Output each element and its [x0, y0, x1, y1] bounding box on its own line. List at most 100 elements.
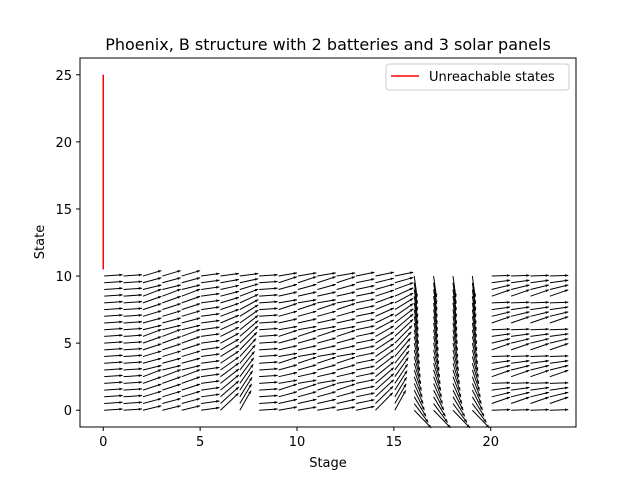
field-arrow [452, 403, 468, 423]
field-arrow [394, 313, 414, 331]
field-arrow [317, 356, 336, 364]
field-arrow-head [216, 359, 220, 363]
field-arrow-head [177, 357, 181, 361]
field-arrow-head [157, 317, 162, 321]
field-arrow-head [119, 320, 123, 324]
field-arrow-head [405, 351, 409, 355]
field-arrow-head [403, 377, 407, 381]
field-arrow-head [274, 300, 278, 304]
field-arrow [433, 289, 438, 311]
field-arrow-head [293, 356, 297, 360]
field-arrow-head [235, 393, 239, 397]
field-arrow-head [254, 304, 259, 308]
field-arrow [433, 343, 440, 365]
field-arrow [375, 343, 395, 357]
field-arrow [142, 369, 162, 378]
field-arrow-head [406, 344, 410, 349]
field-arrow-head [526, 284, 530, 288]
field-arrow-head [564, 332, 569, 336]
field-arrow [394, 282, 414, 290]
field-arrow-head [526, 381, 530, 385]
field-arrow [162, 288, 181, 297]
field-arrow [413, 329, 420, 351]
field-arrow-head [332, 406, 336, 409]
field-arrow-head [293, 379, 297, 383]
field-arrow-head [293, 406, 297, 409]
field-arrow-head [138, 334, 142, 337]
field-arrow-head [293, 276, 297, 280]
y-tick-label: 5 [64, 337, 72, 352]
field-arrow-head [293, 303, 297, 306]
field-arrow [510, 316, 530, 324]
field-arrow [375, 295, 395, 304]
field-arrow-head [371, 338, 375, 342]
field-arrow-head [216, 346, 220, 350]
field-arrow [394, 363, 409, 384]
field-arrow-head [371, 311, 375, 315]
field-arrow [394, 344, 411, 364]
field-arrow [471, 309, 477, 331]
field-arrow-head [216, 379, 220, 383]
field-arrow-head [177, 336, 181, 339]
y-tick-label: 10 [55, 270, 72, 285]
field-arrow [336, 303, 356, 311]
field-arrow-head [526, 300, 530, 304]
x-axis: 0 5 10 15 20 [99, 427, 499, 450]
field-arrow-head [332, 298, 336, 302]
field-arrow-head [254, 320, 259, 324]
field-arrow [452, 289, 457, 311]
field-arrow-head [390, 313, 394, 317]
field-arrow-head [435, 333, 439, 338]
field-arrow [549, 369, 569, 378]
field-arrow-head [435, 320, 438, 324]
field-arrow-head [254, 325, 258, 330]
field-arrow-head [119, 354, 123, 357]
field-arrow [181, 336, 201, 344]
field-arrow-head [409, 282, 414, 286]
field-arrow-head [409, 277, 414, 280]
field-arrow [433, 309, 438, 331]
field-arrow-head [235, 303, 239, 306]
field-arrow [239, 370, 254, 391]
field-arrow-head [403, 383, 407, 388]
field-arrow-head [564, 316, 569, 319]
field-arrow-head [138, 347, 142, 351]
field-arrow [471, 349, 479, 371]
field-arrow-head [408, 331, 412, 336]
field-arrow [413, 302, 419, 325]
field-arrow [162, 376, 181, 384]
field-arrow-head [312, 371, 317, 375]
field-arrow [452, 349, 459, 371]
field-arrow-head [274, 327, 278, 331]
field-arrow-head [526, 364, 530, 368]
field-arrow-head [274, 374, 278, 377]
field-arrow-head [564, 311, 569, 314]
field-arrow [452, 275, 457, 298]
field-arrow [549, 396, 569, 404]
field-arrow-head [457, 387, 461, 391]
field-arrow-head [138, 293, 142, 297]
x-tick-label: 5 [196, 435, 204, 450]
field-arrow-head [442, 412, 446, 417]
field-arrow [471, 302, 477, 325]
field-arrow [162, 343, 181, 351]
field-arrow-head [177, 324, 181, 328]
field-arrow-head [177, 303, 181, 306]
field-arrow [413, 282, 418, 304]
field-arrow [162, 336, 181, 344]
field-arrow [394, 383, 407, 404]
field-arrow [220, 326, 240, 337]
field-arrow [452, 282, 457, 304]
field-arrow-head [332, 337, 336, 341]
field-arrow [239, 338, 257, 357]
field-arrow-head [157, 364, 162, 368]
field-arrow-head [483, 419, 487, 423]
field-arrow-head [177, 390, 181, 394]
field-arrow-head [312, 325, 317, 329]
field-arrow-head [371, 352, 375, 355]
y-tick-label: 25 [55, 69, 72, 84]
field-arrow [239, 288, 259, 297]
field-arrow-head [216, 366, 220, 370]
field-arrow-head [436, 360, 440, 365]
field-arrow-head [196, 343, 201, 347]
